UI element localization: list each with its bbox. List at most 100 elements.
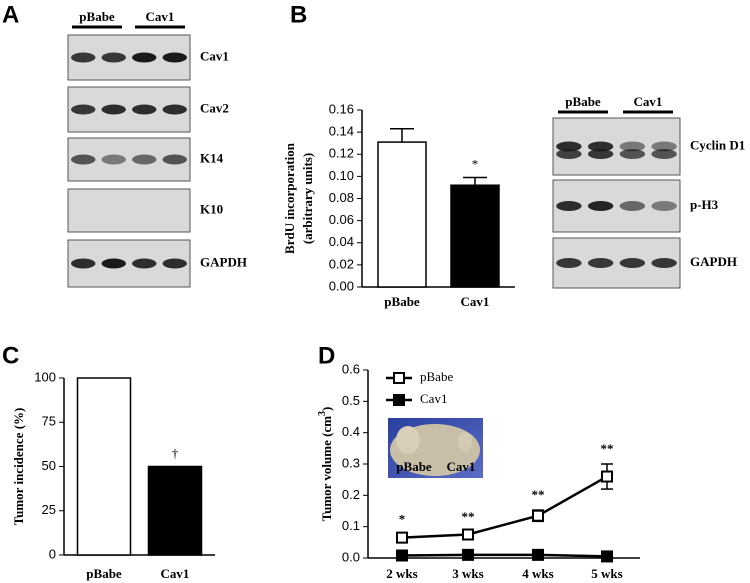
- blot-band: [619, 149, 646, 159]
- x-tick-label: 5 wks: [591, 566, 622, 581]
- legend-label: Cav1: [420, 391, 447, 406]
- blot-band: [132, 52, 157, 63]
- blot-band: [587, 258, 614, 268]
- x-tick-label: Cav1: [461, 294, 490, 309]
- y-tick-label: 0.14: [329, 124, 354, 139]
- line: [401, 475, 608, 539]
- marker: [396, 549, 408, 562]
- y-label-part: ): [319, 407, 334, 411]
- y-axis-label: Tumor volume (cm3): [317, 407, 334, 522]
- panel-label: C: [2, 342, 19, 369]
- x-tick-label: Cav1: [161, 566, 190, 581]
- y-tick-label: 50: [42, 458, 56, 473]
- blot-row-label: p-H3: [690, 197, 719, 212]
- blot-band: [71, 154, 96, 165]
- y-tick-label: 75: [42, 414, 56, 429]
- significance: **: [601, 441, 614, 456]
- blot-group-label: pBabe: [79, 9, 115, 24]
- blot-band: [587, 141, 614, 152]
- bar: [76, 377, 132, 556]
- y-tick-label: 0.4: [342, 424, 360, 439]
- blot-band: [651, 258, 677, 268]
- y-label-line: Tumor incidence (%): [11, 408, 26, 526]
- y-label-part: Tumor volume (cm: [319, 416, 334, 522]
- bar: [450, 184, 500, 288]
- blot-row-label: GAPDH: [690, 254, 737, 269]
- x-tick-label: 3 wks: [452, 566, 483, 581]
- blot-band: [651, 149, 677, 159]
- blot-band: [556, 201, 582, 211]
- blot-band: [101, 154, 126, 165]
- blot-row-label: GAPDH: [200, 254, 247, 269]
- y-label-part: 3: [317, 411, 328, 416]
- bar: [147, 465, 203, 556]
- blot-row-label: Cav2: [200, 100, 229, 115]
- blot-band: [162, 52, 187, 63]
- x-tick-label: pBabe: [86, 566, 122, 581]
- y-axis-label: BrdU incorporation (arbitrary units): [282, 142, 315, 254]
- blot-band: [587, 201, 614, 211]
- panel-label: D: [318, 342, 335, 369]
- marker: [462, 548, 474, 561]
- blot-band: [101, 258, 126, 269]
- blot-band: [651, 141, 677, 152]
- y-axis-label: Tumor incidence (%): [11, 408, 26, 526]
- bar: [377, 141, 427, 288]
- inset-tumor: [458, 432, 472, 452]
- y-tick-label: 25: [42, 502, 56, 517]
- y-tick-label: 0: [49, 546, 56, 561]
- x-tick-label: pBabe: [384, 294, 420, 309]
- y-tick-label: 0.06: [329, 212, 354, 227]
- y-tick-label: 0.0: [342, 549, 360, 564]
- y-tick-label: 0.10: [329, 168, 354, 183]
- legend-marker: [393, 394, 405, 406]
- significance: *: [472, 156, 479, 171]
- significance: †: [172, 445, 179, 460]
- panel-label: A: [2, 1, 19, 28]
- blot-band: [556, 149, 582, 159]
- inset-label: Cav1: [447, 459, 476, 474]
- blot-group-label: Cav1: [146, 9, 175, 24]
- marker: [532, 509, 544, 522]
- blot-band: [162, 104, 187, 115]
- blot-band: [101, 104, 126, 115]
- blot-row-label: Cav1: [200, 48, 229, 63]
- blot-group-label: pBabe: [565, 94, 601, 109]
- legend-marker: [393, 372, 405, 384]
- blot-band: [162, 258, 187, 269]
- blot-row-label: K10: [200, 201, 223, 216]
- blot-band: [71, 258, 96, 269]
- y-tick-label: 0.5: [342, 393, 360, 408]
- blot-row-label: K14: [200, 150, 224, 165]
- marker: [396, 531, 408, 544]
- y-tick-label: 0.02: [329, 256, 354, 271]
- y-tick-label: 0.2: [342, 487, 360, 502]
- blot-band: [587, 149, 614, 159]
- blot-band: [619, 201, 646, 211]
- panel-label: B: [290, 1, 307, 28]
- blot-band: [101, 52, 126, 63]
- line: [401, 553, 608, 558]
- inset-label: pBabe: [396, 459, 432, 474]
- marker: [601, 550, 613, 563]
- marker: [462, 528, 474, 541]
- blot-band: [132, 104, 157, 115]
- blot-band: [619, 258, 646, 268]
- blot-band: [162, 154, 187, 165]
- blot-box: [67, 188, 191, 233]
- y-label-line: BrdU incorporation: [282, 142, 297, 254]
- marker: [532, 548, 544, 561]
- blot-band: [556, 141, 582, 152]
- blot-band: [132, 154, 157, 165]
- blot-band: [132, 258, 157, 269]
- blot-row-label: Cyclin D1: [690, 137, 745, 152]
- blot-band: [556, 258, 582, 268]
- y-tick-label: 0.3: [342, 455, 360, 470]
- significance: *: [399, 511, 406, 526]
- blot-group-label: Cav1: [634, 94, 663, 109]
- y-tick-label: 0.16: [329, 101, 354, 116]
- x-tick-label: 4 wks: [522, 566, 553, 581]
- blot-band: [71, 104, 96, 115]
- significance: **: [462, 509, 475, 524]
- y-tick-label: 0.12: [329, 146, 354, 161]
